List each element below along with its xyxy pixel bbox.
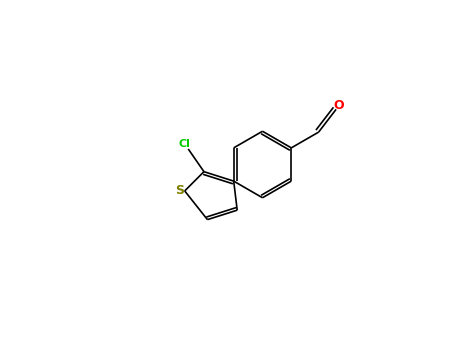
Text: O: O (334, 99, 344, 112)
Text: Cl: Cl (179, 139, 191, 149)
Text: S: S (175, 184, 184, 197)
